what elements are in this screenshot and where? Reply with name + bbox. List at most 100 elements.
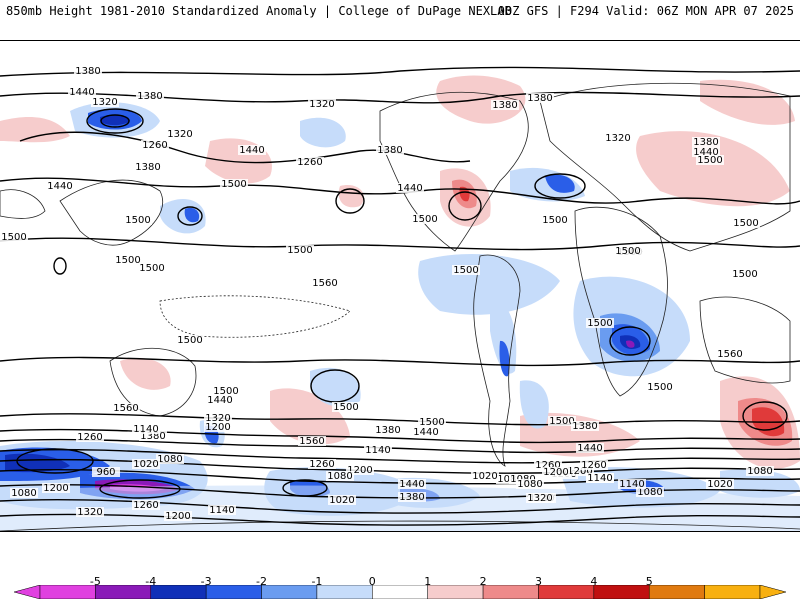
contour-label-bg bbox=[534, 460, 562, 470]
contour-label-bg bbox=[308, 99, 336, 109]
contour-label: 1380 bbox=[693, 137, 718, 148]
contour-label-bg bbox=[112, 403, 140, 413]
contour-label: 1020 bbox=[707, 479, 732, 490]
contour-label: 1380 bbox=[375, 425, 400, 436]
contour-label: 1140 bbox=[133, 424, 158, 435]
contour-label: 1020 bbox=[329, 495, 354, 506]
contour-label: 1320 bbox=[605, 133, 630, 144]
map-title: 850mb Height 1981-2010 Standardized Anom… bbox=[6, 4, 512, 18]
anomaly-colorbar bbox=[0, 585, 800, 599]
contour-label-bg bbox=[548, 416, 576, 426]
colorbar-tick-label: 2 bbox=[479, 575, 487, 588]
colorbar-tick-label: 5 bbox=[645, 575, 653, 588]
contour-label: 1200 bbox=[43, 483, 68, 494]
contour-label-bg bbox=[646, 382, 674, 392]
contour-label-bg bbox=[516, 479, 544, 489]
contour-label-bg bbox=[732, 218, 760, 228]
contour-label-bg bbox=[139, 431, 167, 441]
contour-label: 1560 bbox=[113, 403, 138, 414]
contour-label: 1500 bbox=[115, 255, 140, 266]
colorbar-swatch bbox=[95, 585, 152, 599]
colorbar-arrow-high bbox=[759, 585, 787, 599]
contour-label-bg bbox=[238, 145, 266, 155]
contour-label: 1200 bbox=[567, 466, 592, 477]
contour-label: 1380 bbox=[527, 93, 552, 104]
colorbar-tick-label: 3 bbox=[534, 575, 542, 588]
anomaly-shading bbox=[0, 75, 800, 531]
contour-label-bg bbox=[136, 91, 164, 101]
contour-label-bg bbox=[206, 395, 234, 405]
contour-label-bg bbox=[296, 157, 324, 167]
contour-label: 1260 bbox=[309, 459, 334, 470]
contour-label-bg bbox=[376, 145, 404, 155]
contour-label: 1260 bbox=[297, 157, 322, 168]
contour-label-bg bbox=[204, 413, 232, 423]
contour-label-bg bbox=[618, 479, 646, 489]
contour-label: 960 bbox=[96, 467, 115, 478]
colorbar-swatch bbox=[704, 585, 761, 599]
contour-label-bg bbox=[308, 459, 336, 469]
contour-label: 1500 bbox=[221, 179, 246, 190]
contour-label: 1320 bbox=[77, 507, 102, 518]
contour-label: 1560 bbox=[717, 349, 742, 360]
contour-label: 1320 bbox=[309, 99, 334, 110]
contour-label: 1140 bbox=[619, 479, 644, 490]
contour-label-bg bbox=[576, 443, 604, 453]
contour-label-bg bbox=[286, 245, 314, 255]
contour-label-bg bbox=[526, 93, 554, 103]
colorbar-tick-label: -1 bbox=[311, 575, 323, 588]
contour-label: 1080 bbox=[517, 479, 542, 490]
contour-label: 1560 bbox=[312, 278, 337, 289]
contour-label: 1380 bbox=[377, 145, 402, 156]
contour-label: 1380 bbox=[137, 91, 162, 102]
contour-label: 1140 bbox=[587, 473, 612, 484]
contour-label: 1500 bbox=[697, 155, 722, 166]
contour-label: 1500 bbox=[412, 214, 437, 225]
contour-label-bg bbox=[68, 87, 96, 97]
contour-label: 1260 bbox=[142, 140, 167, 151]
contour-label: 1260 bbox=[581, 460, 606, 471]
contour-label-bg bbox=[418, 417, 446, 427]
contour-label: 1380 bbox=[135, 162, 160, 173]
contour-label-bg bbox=[398, 492, 426, 502]
contour-label-bg bbox=[716, 349, 744, 359]
contour-label: 1500 bbox=[287, 245, 312, 256]
contour-label: 1320 bbox=[527, 493, 552, 504]
contour-label: 1380 bbox=[399, 492, 424, 503]
contour-label-bg bbox=[571, 421, 599, 431]
colorbar-arrow-low bbox=[13, 585, 41, 599]
contour-label-bg bbox=[411, 214, 439, 224]
colorbar-swatch bbox=[593, 585, 650, 599]
contour-label-bg bbox=[132, 424, 160, 434]
colorbar-swatch bbox=[39, 585, 96, 599]
contour-label: 1500 bbox=[615, 246, 640, 257]
contour-label-bg bbox=[134, 162, 162, 172]
contour-label: 1200 bbox=[205, 422, 230, 433]
contour-label: 1440 bbox=[239, 145, 264, 156]
contour-label: 1260 bbox=[133, 500, 158, 511]
contour-label-bg bbox=[326, 471, 354, 481]
contour-label-bg bbox=[311, 278, 339, 288]
colorbar-swatch bbox=[538, 585, 595, 599]
contour-label: 1260 bbox=[535, 460, 560, 471]
colorbar-swatch bbox=[205, 585, 262, 599]
contour-label-bg bbox=[114, 255, 142, 265]
contour-label-bg bbox=[132, 500, 160, 510]
colorbar-tick-label: -4 bbox=[145, 575, 157, 588]
contour-label-bg bbox=[156, 454, 184, 464]
contour-label: 1080 bbox=[637, 487, 662, 498]
contour-label: 1500 bbox=[732, 269, 757, 280]
colorbar-tick-label: -3 bbox=[200, 575, 212, 588]
contour-label: 1500 bbox=[333, 402, 358, 413]
contour-label: 1080 bbox=[11, 488, 36, 499]
contour-label-bg bbox=[542, 467, 570, 477]
contour-label-bg bbox=[604, 133, 632, 143]
contour-label-bg bbox=[166, 129, 194, 139]
contour-label: 1440 bbox=[47, 181, 72, 192]
contour-label-bg bbox=[692, 147, 720, 157]
colorbar-swatch bbox=[648, 585, 705, 599]
contour-label: 1440 bbox=[693, 147, 718, 158]
contour-label: 1500 bbox=[647, 382, 672, 393]
contour-label-bg bbox=[332, 402, 360, 412]
contour-label: 1200 bbox=[347, 465, 372, 476]
